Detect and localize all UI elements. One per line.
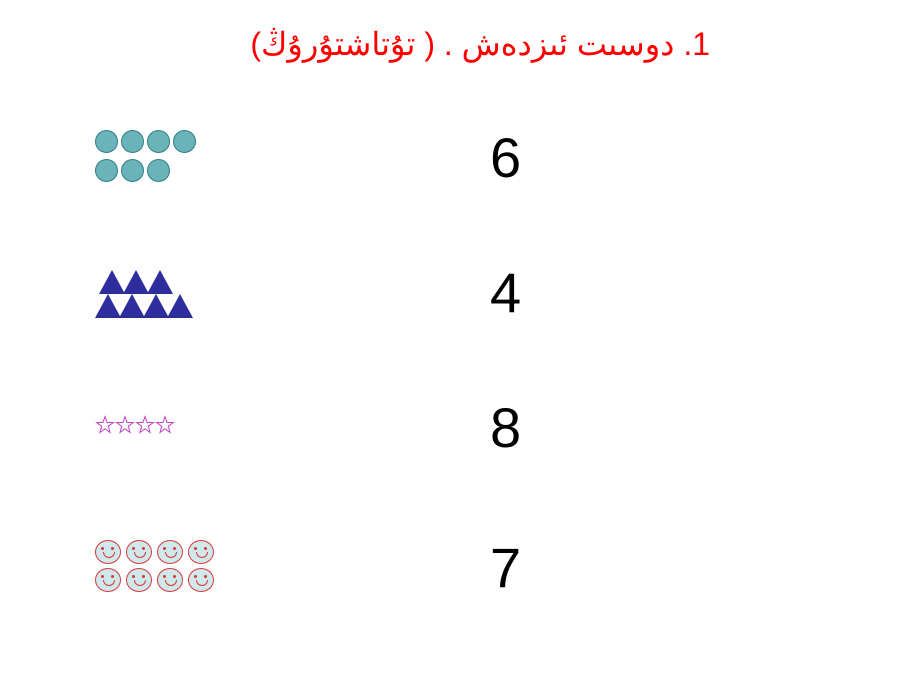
- number-label: 8: [490, 395, 521, 460]
- number-label: 7: [490, 535, 521, 600]
- smiley-shape: [188, 540, 214, 564]
- exercise-row: [95, 415, 295, 435]
- shape-group-smileys: [95, 540, 295, 592]
- shape-group-circles: [95, 130, 295, 182]
- triangle-shape: [143, 294, 169, 318]
- page-title: 1. دوسىت ئىزدەش . ( تۇتاشتۇرۇڭ): [250, 25, 710, 63]
- circle-shape: [147, 159, 170, 182]
- smiley-shape: [157, 540, 183, 564]
- shape-group-stars: [95, 415, 295, 435]
- exercise-row: [95, 270, 295, 318]
- smiley-shape: [188, 568, 214, 592]
- star-shape: [155, 415, 175, 435]
- triangle-shape: [147, 270, 173, 294]
- smiley-shape: [95, 568, 121, 592]
- number-label: 4: [490, 260, 521, 325]
- exercise-row: [95, 540, 295, 592]
- smiley-shape: [95, 540, 121, 564]
- star-shape: [135, 415, 155, 435]
- triangle-shape: [167, 294, 193, 318]
- star-shape: [115, 415, 135, 435]
- triangle-shape: [119, 294, 145, 318]
- circle-shape: [95, 130, 118, 153]
- exercise-row: [95, 130, 295, 182]
- star-shape: [95, 415, 115, 435]
- smiley-shape: [126, 568, 152, 592]
- smiley-shape: [157, 568, 183, 592]
- shape-group-triangles: [95, 270, 295, 318]
- triangle-shape: [123, 270, 149, 294]
- triangle-shape: [95, 294, 121, 318]
- circle-shape: [121, 130, 144, 153]
- circle-shape: [95, 159, 118, 182]
- circle-shape: [147, 130, 170, 153]
- triangle-shape: [99, 270, 125, 294]
- circle-shape: [173, 130, 196, 153]
- circle-shape: [121, 159, 144, 182]
- number-label: 6: [490, 125, 521, 190]
- smiley-shape: [126, 540, 152, 564]
